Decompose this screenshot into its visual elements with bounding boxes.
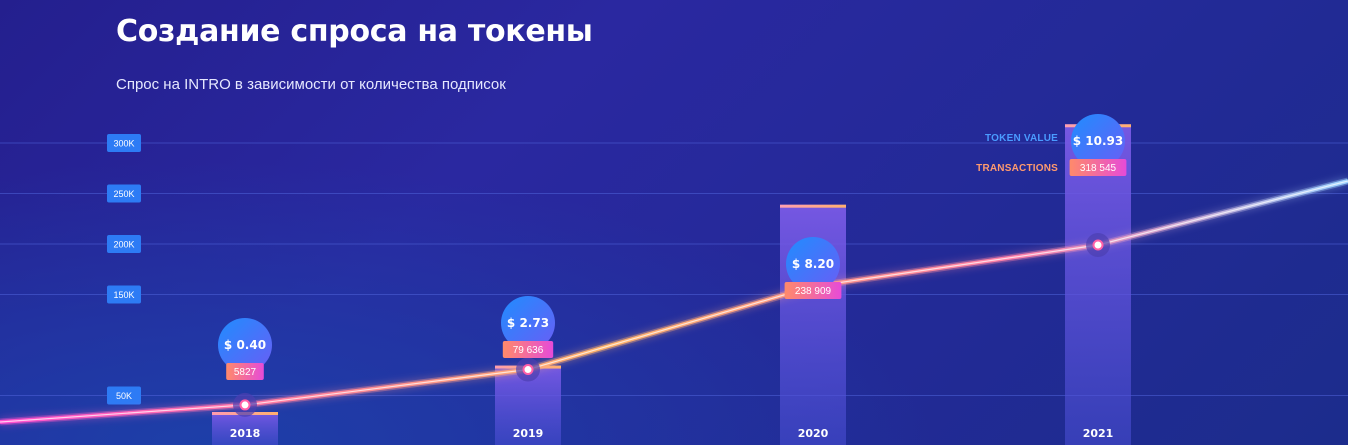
page-subtitle: Спрос на INTRO в зависимости от количест… — [116, 76, 506, 93]
token-value-line — [0, 179, 1348, 424]
token-value-bubble — [501, 296, 555, 350]
token-value-label: $ 2.73 — [507, 316, 549, 330]
transactions-badge — [1069, 159, 1127, 176]
y-tick-label: 300K — [113, 139, 134, 149]
transactions-bar — [212, 412, 278, 445]
token-line-glow — [0, 177, 1348, 426]
transactions-badge — [226, 363, 264, 380]
y-tick-label: 150K — [113, 290, 134, 300]
token-point — [1092, 239, 1104, 251]
token-value-bubble — [786, 237, 840, 291]
transactions-label: 318 545 — [1080, 163, 1117, 174]
token-line-highlight — [0, 180, 1348, 423]
transactions-label: 79 636 — [513, 345, 544, 356]
transactions-label: 238 909 — [795, 286, 832, 297]
token-value-label: $ 10.93 — [1073, 134, 1123, 148]
y-tick-badge — [107, 285, 141, 304]
token-value-bubble — [218, 318, 272, 372]
y-tick-badge — [107, 184, 141, 203]
x-tick-label: 2021 — [1083, 427, 1114, 440]
transactions-badge — [784, 282, 842, 299]
y-tick-badge — [107, 134, 141, 152]
token-point — [522, 364, 534, 376]
token-value-label: $ 8.20 — [792, 257, 834, 271]
y-tick-label: 250K — [113, 189, 134, 199]
x-tick-label: 2020 — [798, 427, 829, 440]
legend-token-value: TOKEN VALUE — [985, 133, 1058, 144]
transactions-label: 5827 — [234, 367, 257, 378]
transactions-badge — [502, 341, 554, 358]
page-title: Создание спроса на токены — [116, 14, 593, 49]
x-tick-label: 2019 — [513, 427, 544, 440]
x-tick-label: 2018 — [230, 427, 261, 440]
y-tick-label: 200K — [113, 240, 134, 250]
token-value-bubble — [1071, 114, 1125, 168]
y-tick-label: 50K — [116, 391, 132, 401]
y-tick-badge — [107, 386, 141, 405]
legend-transactions: TRANSACTIONS — [976, 163, 1058, 174]
token-point — [239, 399, 251, 411]
transactions-bar — [1065, 124, 1131, 445]
y-tick-badge — [107, 235, 141, 253]
transactions-bar-top — [780, 204, 846, 208]
token-value-label: $ 0.40 — [224, 338, 266, 352]
